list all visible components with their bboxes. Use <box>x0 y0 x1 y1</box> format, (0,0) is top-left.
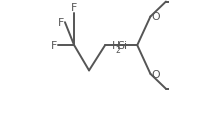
Text: O: O <box>151 12 160 22</box>
Text: O: O <box>151 69 160 79</box>
Text: H: H <box>112 41 120 51</box>
Text: F: F <box>51 41 58 51</box>
Text: 2: 2 <box>115 46 120 55</box>
Text: F: F <box>71 3 77 13</box>
Text: Si: Si <box>117 41 127 51</box>
Text: F: F <box>58 18 64 28</box>
